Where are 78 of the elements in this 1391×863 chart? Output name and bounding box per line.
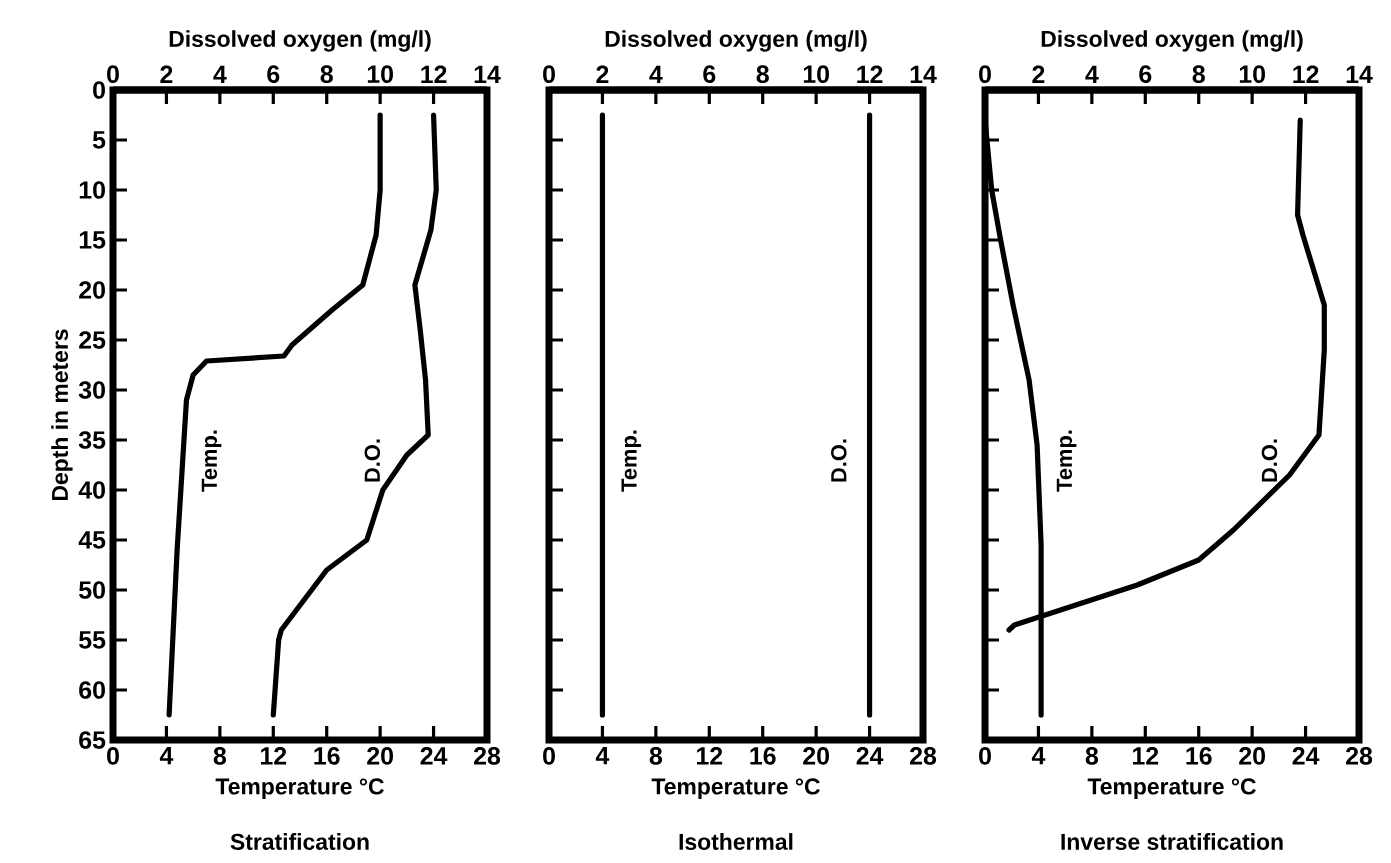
x-tick-label: 8 [1085, 747, 1099, 765]
x-tick-label: 20 [367, 747, 393, 765]
x2-tick-label: 12 [857, 65, 883, 83]
text: Temp. [1056, 430, 1077, 492]
y-tick-label: 50 [79, 581, 105, 599]
x-tick-label: 24 [420, 747, 448, 765]
x2-tick-label: 6 [1139, 65, 1152, 83]
x2-tick-label: 6 [267, 65, 280, 83]
x2-tick-label: 6 [703, 65, 716, 83]
y-tick-label: 40 [78, 481, 105, 499]
x2-axis-title: Dissolved oxygen (mg/l) [169, 30, 431, 52]
y-tick-label: 10 [79, 181, 105, 199]
x-tick-label: 24 [856, 747, 884, 765]
x-tick-label: 28 [474, 747, 501, 765]
x2-tick-label: 2 [1032, 65, 1045, 83]
y-tick-label: 65 [79, 731, 106, 749]
x-axis-title: Temperature °C [651, 778, 820, 800]
x-tick-label: 16 [1186, 747, 1212, 765]
x2-tick-label: 10 [367, 65, 393, 83]
x2-tick-label: 4 [213, 65, 227, 83]
x2-tick-label: 2 [160, 65, 173, 83]
text: D.O. [831, 439, 847, 482]
x2-tick-label: 0 [107, 65, 119, 83]
y-tick-label: 5 [92, 131, 106, 149]
x-tick-label: 12 [1133, 747, 1159, 765]
y-tick-label: 20 [79, 281, 105, 299]
x2-tick-label: 2 [596, 65, 609, 83]
x-tick-label: 8 [649, 747, 663, 765]
x2-tick-label: 8 [320, 65, 333, 83]
x2-tick-label: 4 [649, 65, 663, 83]
x2-tick-label: 8 [756, 65, 769, 83]
text: D.O. [364, 439, 381, 482]
text: D.O. [1261, 439, 1278, 482]
y-tick-label: 25 [79, 331, 106, 349]
x-tick-label: 28 [910, 747, 937, 765]
y-tick-label: 15 [79, 231, 106, 249]
y-tick-label: 0 [93, 81, 105, 99]
x2-tick-label: 12 [421, 65, 447, 83]
x-tick-label: 20 [803, 747, 829, 765]
x2-tick-label: 10 [1239, 65, 1265, 83]
text: Temp. [621, 430, 642, 492]
y-tick-label: 30 [78, 381, 105, 399]
x2-tick-label: 14 [474, 65, 501, 83]
x-tick-label: 8 [213, 747, 227, 765]
x-tick-label: 0 [979, 747, 991, 765]
y-tick-label: 60 [79, 681, 105, 699]
x-tick-label: 28 [1346, 747, 1373, 765]
x2-tick-label: 8 [1192, 65, 1205, 83]
x2-tick-label: 0 [979, 65, 991, 83]
x-tick-label: 4 [1031, 747, 1046, 765]
x-axis-title: Temperature °C [215, 778, 384, 800]
x2-tick-label: 12 [1293, 65, 1319, 83]
x2-axis-title: Dissolved oxygen (mg/l) [605, 30, 867, 52]
y-tick-label: 55 [79, 631, 106, 649]
x-tick-label: 0 [107, 747, 119, 765]
x-tick-label: 4 [159, 747, 174, 765]
x-tick-label: 12 [697, 747, 723, 765]
x2-tick-label: 14 [1346, 65, 1373, 83]
y-axis-title: Depth in meters [51, 329, 73, 501]
x-axis-title: Temperature °C [1087, 778, 1256, 800]
text: Stratification [230, 833, 369, 850]
x2-axis-title: Dissolved oxygen (mg/l) [1041, 30, 1303, 52]
x-tick-label: 20 [1239, 747, 1265, 765]
x2-tick-label: 4 [1085, 65, 1099, 83]
x-tick-label: 12 [260, 747, 287, 765]
x2-tick-label: 14 [910, 65, 937, 83]
x2-tick-label: 10 [803, 65, 829, 83]
text: Inverse stratification [1061, 833, 1283, 850]
text: Isothermal [679, 833, 793, 850]
x-tick-label: 4 [595, 747, 610, 765]
y-tick-label: 45 [78, 531, 106, 549]
x-tick-label: 16 [314, 747, 340, 765]
x-tick-label: 16 [750, 747, 776, 765]
text: Temp. [201, 430, 222, 492]
x-tick-label: 0 [543, 747, 555, 765]
x2-tick-label: 0 [543, 65, 555, 83]
y-tick-label: 35 [78, 431, 106, 449]
x-tick-label: 24 [1292, 747, 1320, 765]
